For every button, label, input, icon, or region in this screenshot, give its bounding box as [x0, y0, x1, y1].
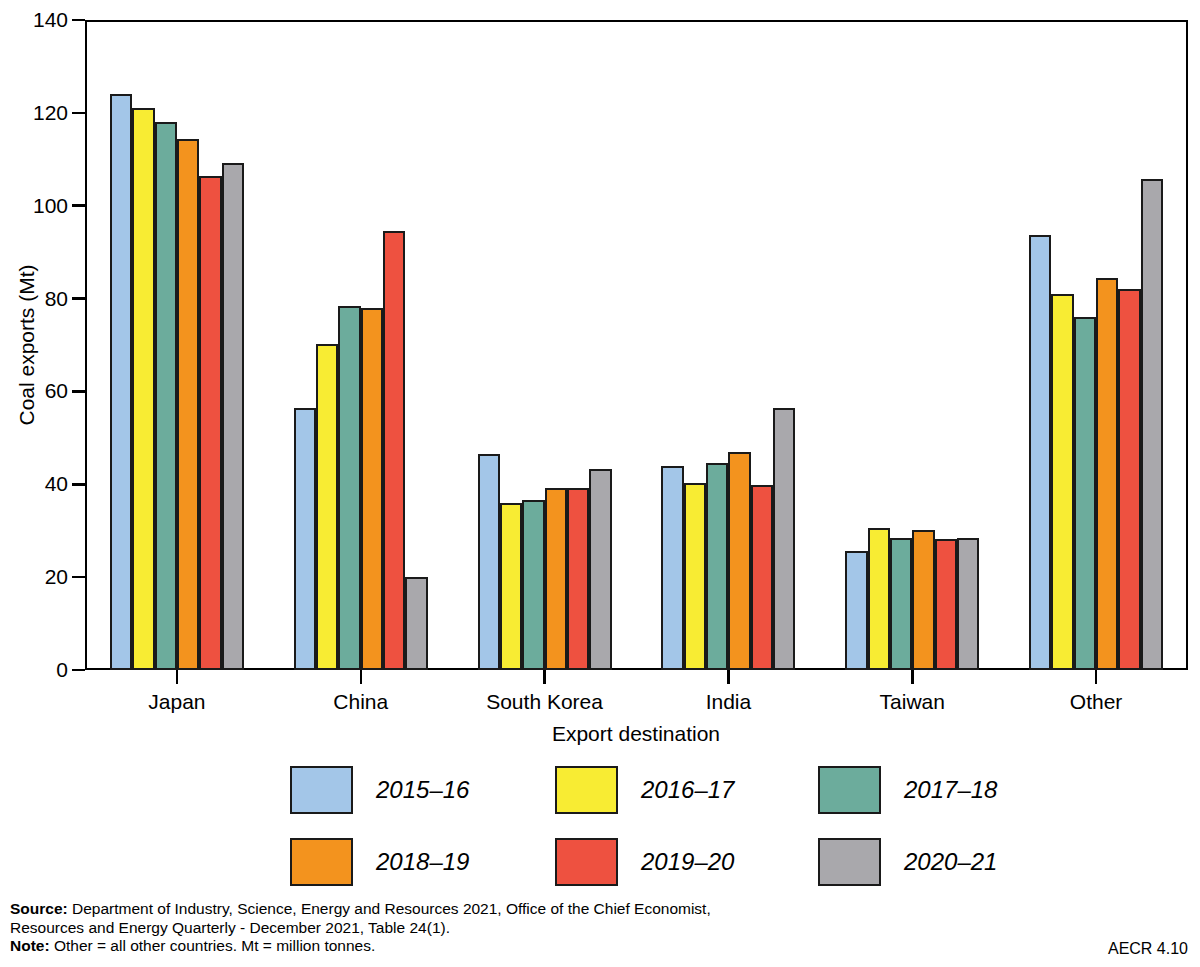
y-axis-tick: [72, 19, 85, 22]
bar: [957, 538, 979, 670]
bar: [500, 503, 522, 670]
source-label: Source:: [10, 900, 68, 917]
y-axis-tick: [72, 669, 85, 672]
bar: [110, 94, 132, 670]
bar: [868, 528, 890, 670]
y-axis-tick: [72, 390, 85, 393]
bar: [405, 577, 427, 670]
x-category-label: Other: [986, 690, 1200, 714]
y-axis-tick: [72, 112, 85, 115]
bar: [222, 163, 244, 670]
bar: [1074, 317, 1096, 670]
bar: [773, 408, 795, 670]
y-axis-tick-label: 100: [8, 194, 68, 218]
bar: [155, 122, 177, 670]
source-text: Department of Industry, Science, Energy …: [68, 900, 711, 917]
note-label: Note:: [10, 937, 50, 954]
bar: [383, 231, 405, 670]
bar: [751, 485, 773, 670]
bar: [294, 408, 316, 670]
legend-label: 2018–19: [376, 848, 469, 876]
legend-swatch: [818, 838, 881, 886]
y-axis-tick-label: 20: [8, 565, 68, 589]
bar: [199, 176, 221, 670]
bar: [177, 139, 199, 670]
legend-item: 2016–17: [555, 766, 734, 814]
plot-area: [85, 20, 1188, 670]
bar: [567, 488, 589, 670]
note-line: Note: Other = all other countries. Mt = …: [10, 937, 1010, 956]
bar: [478, 454, 500, 670]
bar: [912, 530, 934, 670]
bar: [890, 538, 912, 670]
legend-label: 2020–21: [904, 848, 997, 876]
y-axis-tick: [72, 204, 85, 207]
bar: [338, 306, 360, 670]
bar: [706, 463, 728, 670]
x-axis-tick: [911, 670, 914, 684]
bar: [845, 551, 867, 670]
bar: [935, 539, 957, 670]
bar: [589, 469, 611, 671]
legend-item: 2020–21: [818, 838, 997, 886]
bar: [684, 483, 706, 670]
legend-label: 2017–18: [904, 776, 997, 804]
bar: [316, 344, 338, 670]
bar: [545, 488, 567, 670]
figure-reference: AECR 4.10: [1108, 940, 1188, 958]
coal-exports-chart: Coal exports (Mt) Export destination 201…: [0, 0, 1200, 967]
y-axis-tick: [72, 297, 85, 300]
x-axis-tick: [1095, 670, 1098, 684]
x-axis-tick: [176, 670, 179, 684]
bar: [1029, 235, 1051, 671]
legend-item: 2019–20: [555, 838, 734, 886]
legend-swatch: [290, 766, 353, 814]
legend-label: 2019–20: [641, 848, 734, 876]
bar: [1096, 278, 1118, 670]
legend-item: 2015–16: [290, 766, 469, 814]
x-axis-title: Export destination: [436, 722, 836, 746]
note-text: Other = all other countries. Mt = millio…: [50, 937, 376, 954]
y-axis-tick-label: 40: [8, 472, 68, 496]
bar: [361, 308, 383, 670]
legend-label: 2016–17: [641, 776, 734, 804]
legend-swatch: [290, 838, 353, 886]
x-axis-tick: [543, 670, 546, 684]
legend-swatch: [555, 766, 618, 814]
y-axis-tick: [72, 483, 85, 486]
y-axis-tick-label: 140: [8, 8, 68, 32]
x-axis-tick: [727, 670, 730, 684]
bar: [522, 500, 544, 670]
legend-item: 2018–19: [290, 838, 469, 886]
footer: Source: Department of Industry, Science,…: [10, 900, 1010, 956]
bar: [728, 452, 750, 670]
x-axis-tick: [360, 670, 363, 684]
bar: [1118, 289, 1140, 670]
legend: 2015–162016–172017–182018–192019–202020–…: [290, 766, 990, 886]
bar: [1141, 179, 1163, 670]
legend-item: 2017–18: [818, 766, 997, 814]
y-axis-tick-label: 0: [8, 658, 68, 682]
y-axis-tick: [72, 576, 85, 579]
legend-swatch: [818, 766, 881, 814]
legend-label: 2015–16: [376, 776, 469, 804]
y-axis-tick-label: 60: [8, 379, 68, 403]
source-line-2: Resources and Energy Quarterly - Decembe…: [10, 919, 1010, 938]
source-line-1: Source: Department of Industry, Science,…: [10, 900, 1010, 919]
y-axis-tick-label: 120: [8, 101, 68, 125]
legend-swatch: [555, 838, 618, 886]
bar: [661, 466, 683, 670]
bar: [1051, 294, 1073, 670]
bar: [132, 108, 154, 670]
y-axis-tick-label: 80: [8, 287, 68, 311]
